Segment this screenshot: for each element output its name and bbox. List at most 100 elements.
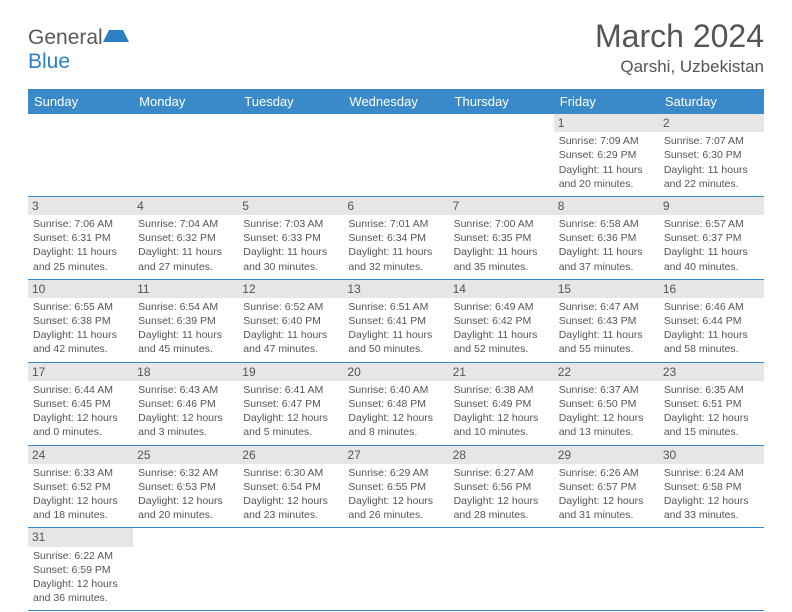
daylight-line: Daylight: 11 hours and 32 minutes. bbox=[348, 245, 443, 273]
calendar-cell bbox=[133, 528, 238, 611]
sunset-line: Sunset: 6:50 PM bbox=[559, 397, 654, 411]
sunset-line: Sunset: 6:49 PM bbox=[454, 397, 549, 411]
daylight-line: Daylight: 11 hours and 50 minutes. bbox=[348, 328, 443, 356]
daylight-line: Daylight: 11 hours and 40 minutes. bbox=[664, 245, 759, 273]
calendar-cell bbox=[343, 528, 448, 611]
daylight-line: Daylight: 12 hours and 18 minutes. bbox=[33, 494, 128, 522]
daylight-line: Daylight: 12 hours and 0 minutes. bbox=[33, 411, 128, 439]
calendar-cell bbox=[133, 114, 238, 196]
sunset-line: Sunset: 6:30 PM bbox=[664, 148, 759, 162]
sunrise-line: Sunrise: 7:07 AM bbox=[664, 134, 759, 148]
day-number: 16 bbox=[659, 280, 764, 298]
daylight-line: Daylight: 11 hours and 52 minutes. bbox=[454, 328, 549, 356]
calendar-row: 17Sunrise: 6:44 AMSunset: 6:45 PMDayligh… bbox=[28, 362, 764, 445]
sunrise-line: Sunrise: 7:01 AM bbox=[348, 217, 443, 231]
sunrise-line: Sunrise: 6:30 AM bbox=[243, 466, 338, 480]
daylight-line: Daylight: 11 hours and 47 minutes. bbox=[243, 328, 338, 356]
sunrise-line: Sunrise: 6:24 AM bbox=[664, 466, 759, 480]
calendar-cell bbox=[659, 528, 764, 611]
calendar-cell: 16Sunrise: 6:46 AMSunset: 6:44 PMDayligh… bbox=[659, 279, 764, 362]
sunrise-line: Sunrise: 7:09 AM bbox=[559, 134, 654, 148]
day-number: 7 bbox=[449, 197, 554, 215]
flag-icon bbox=[103, 26, 129, 50]
calendar-cell: 8Sunrise: 6:58 AMSunset: 6:36 PMDaylight… bbox=[554, 196, 659, 279]
sunrise-line: Sunrise: 6:37 AM bbox=[559, 383, 654, 397]
daylight-line: Daylight: 11 hours and 55 minutes. bbox=[559, 328, 654, 356]
day-number: 10 bbox=[28, 280, 133, 298]
sunrise-line: Sunrise: 6:32 AM bbox=[138, 466, 233, 480]
calendar-cell: 11Sunrise: 6:54 AMSunset: 6:39 PMDayligh… bbox=[133, 279, 238, 362]
sunrise-line: Sunrise: 6:44 AM bbox=[33, 383, 128, 397]
sunrise-line: Sunrise: 6:54 AM bbox=[138, 300, 233, 314]
day-number: 15 bbox=[554, 280, 659, 298]
day-number: 4 bbox=[133, 197, 238, 215]
sunrise-line: Sunrise: 6:58 AM bbox=[559, 217, 654, 231]
daylight-line: Daylight: 12 hours and 36 minutes. bbox=[33, 577, 128, 605]
weekday-header: Saturday bbox=[659, 89, 764, 114]
page-title: March 2024 bbox=[595, 18, 764, 55]
sunset-line: Sunset: 6:48 PM bbox=[348, 397, 443, 411]
calendar-row: 1Sunrise: 7:09 AMSunset: 6:29 PMDaylight… bbox=[28, 114, 764, 196]
sunset-line: Sunset: 6:36 PM bbox=[559, 231, 654, 245]
sunset-line: Sunset: 6:57 PM bbox=[559, 480, 654, 494]
location-text: Qarshi, Uzbekistan bbox=[595, 57, 764, 77]
sunrise-line: Sunrise: 6:43 AM bbox=[138, 383, 233, 397]
sunset-line: Sunset: 6:51 PM bbox=[664, 397, 759, 411]
day-number: 17 bbox=[28, 363, 133, 381]
sunset-line: Sunset: 6:29 PM bbox=[559, 148, 654, 162]
logo: GeneralBlue bbox=[28, 18, 129, 74]
calendar-cell: 17Sunrise: 6:44 AMSunset: 6:45 PMDayligh… bbox=[28, 362, 133, 445]
sunset-line: Sunset: 6:56 PM bbox=[454, 480, 549, 494]
daylight-line: Daylight: 12 hours and 8 minutes. bbox=[348, 411, 443, 439]
calendar-cell: 18Sunrise: 6:43 AMSunset: 6:46 PMDayligh… bbox=[133, 362, 238, 445]
sunrise-line: Sunrise: 6:27 AM bbox=[454, 466, 549, 480]
calendar-body: 1Sunrise: 7:09 AMSunset: 6:29 PMDaylight… bbox=[28, 114, 764, 611]
calendar-cell bbox=[449, 528, 554, 611]
sunset-line: Sunset: 6:42 PM bbox=[454, 314, 549, 328]
day-number: 28 bbox=[449, 446, 554, 464]
calendar-cell: 19Sunrise: 6:41 AMSunset: 6:47 PMDayligh… bbox=[238, 362, 343, 445]
sunset-line: Sunset: 6:58 PM bbox=[664, 480, 759, 494]
calendar-cell bbox=[238, 114, 343, 196]
day-number: 23 bbox=[659, 363, 764, 381]
sunrise-line: Sunrise: 6:55 AM bbox=[33, 300, 128, 314]
calendar-cell: 13Sunrise: 6:51 AMSunset: 6:41 PMDayligh… bbox=[343, 279, 448, 362]
calendar-cell: 24Sunrise: 6:33 AMSunset: 6:52 PMDayligh… bbox=[28, 445, 133, 528]
calendar-cell: 27Sunrise: 6:29 AMSunset: 6:55 PMDayligh… bbox=[343, 445, 448, 528]
calendar-cell: 20Sunrise: 6:40 AMSunset: 6:48 PMDayligh… bbox=[343, 362, 448, 445]
calendar-cell: 22Sunrise: 6:37 AMSunset: 6:50 PMDayligh… bbox=[554, 362, 659, 445]
sunrise-line: Sunrise: 6:51 AM bbox=[348, 300, 443, 314]
sunset-line: Sunset: 6:44 PM bbox=[664, 314, 759, 328]
sunrise-line: Sunrise: 6:46 AM bbox=[664, 300, 759, 314]
daylight-line: Daylight: 12 hours and 5 minutes. bbox=[243, 411, 338, 439]
daylight-line: Daylight: 11 hours and 22 minutes. bbox=[664, 163, 759, 191]
day-number: 5 bbox=[238, 197, 343, 215]
calendar-cell bbox=[343, 114, 448, 196]
calendar-cell: 14Sunrise: 6:49 AMSunset: 6:42 PMDayligh… bbox=[449, 279, 554, 362]
sunrise-line: Sunrise: 6:38 AM bbox=[454, 383, 549, 397]
sunrise-line: Sunrise: 6:52 AM bbox=[243, 300, 338, 314]
calendar-cell: 29Sunrise: 6:26 AMSunset: 6:57 PMDayligh… bbox=[554, 445, 659, 528]
day-number: 24 bbox=[28, 446, 133, 464]
sunrise-line: Sunrise: 6:29 AM bbox=[348, 466, 443, 480]
daylight-line: Daylight: 11 hours and 27 minutes. bbox=[138, 245, 233, 273]
daylight-line: Daylight: 12 hours and 23 minutes. bbox=[243, 494, 338, 522]
calendar-cell: 6Sunrise: 7:01 AMSunset: 6:34 PMDaylight… bbox=[343, 196, 448, 279]
calendar-header-row: SundayMondayTuesdayWednesdayThursdayFrid… bbox=[28, 89, 764, 114]
day-number: 31 bbox=[28, 528, 133, 546]
calendar-cell: 15Sunrise: 6:47 AMSunset: 6:43 PMDayligh… bbox=[554, 279, 659, 362]
sunrise-line: Sunrise: 6:33 AM bbox=[33, 466, 128, 480]
sunset-line: Sunset: 6:59 PM bbox=[33, 563, 128, 577]
sunrise-line: Sunrise: 6:22 AM bbox=[33, 549, 128, 563]
sunset-line: Sunset: 6:37 PM bbox=[664, 231, 759, 245]
calendar-cell: 23Sunrise: 6:35 AMSunset: 6:51 PMDayligh… bbox=[659, 362, 764, 445]
daylight-line: Daylight: 11 hours and 25 minutes. bbox=[33, 245, 128, 273]
sunset-line: Sunset: 6:32 PM bbox=[138, 231, 233, 245]
sunset-line: Sunset: 6:33 PM bbox=[243, 231, 338, 245]
sunrise-line: Sunrise: 6:57 AM bbox=[664, 217, 759, 231]
daylight-line: Daylight: 12 hours and 26 minutes. bbox=[348, 494, 443, 522]
daylight-line: Daylight: 11 hours and 37 minutes. bbox=[559, 245, 654, 273]
day-number: 14 bbox=[449, 280, 554, 298]
daylight-line: Daylight: 11 hours and 30 minutes. bbox=[243, 245, 338, 273]
sunset-line: Sunset: 6:40 PM bbox=[243, 314, 338, 328]
